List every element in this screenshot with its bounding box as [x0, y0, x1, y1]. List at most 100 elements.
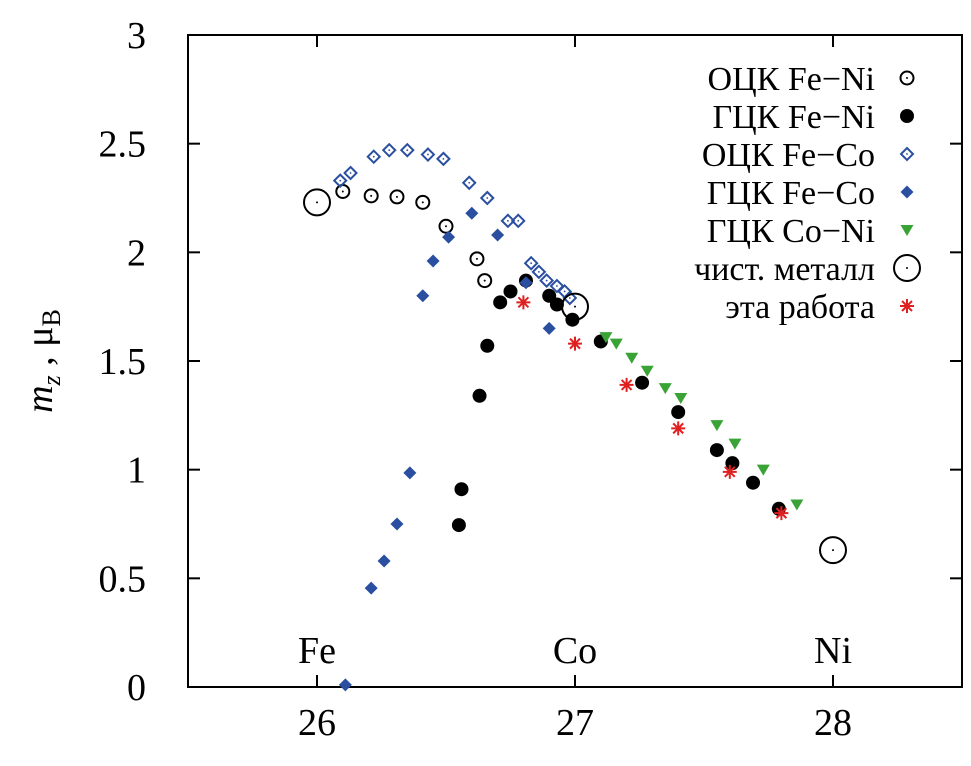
- data-point: [671, 421, 686, 436]
- data-point: [510, 213, 526, 229]
- data-point: [438, 218, 454, 234]
- data-point: [561, 292, 589, 321]
- data-point: [399, 142, 415, 158]
- data-point-dot: [483, 279, 486, 282]
- y-tick-label: 2.5: [99, 124, 147, 166]
- data-point: [722, 464, 737, 479]
- data-point: [461, 175, 477, 191]
- data-point: [479, 190, 495, 206]
- data-point: [549, 297, 564, 312]
- data-point: [472, 388, 487, 403]
- legend-marker: [893, 254, 921, 282]
- data-point: [709, 443, 724, 458]
- data-point-dot: [349, 172, 352, 174]
- legend-label: ГЦК Co−Ni: [707, 213, 875, 250]
- data-point: [363, 188, 379, 204]
- element-label: Ni: [814, 630, 852, 672]
- legend-marker: [900, 185, 914, 199]
- legend-marker-dot: [906, 77, 908, 79]
- x-tick-label: 28: [814, 702, 852, 744]
- data-point-dot: [507, 219, 509, 222]
- data-point: [625, 352, 639, 364]
- data-point: [599, 332, 613, 344]
- legend-label: ОЦК Fe−Co: [702, 137, 875, 174]
- legend-marker: [899, 146, 915, 162]
- data-point: [568, 336, 582, 351]
- data-point: [465, 206, 479, 220]
- data-point: [390, 517, 404, 531]
- y-tick-label: 1.5: [99, 341, 147, 383]
- y-tick-label: 3: [127, 15, 146, 57]
- data-point: [469, 251, 485, 267]
- data-point: [658, 383, 672, 395]
- data-point: [562, 290, 578, 306]
- data-point: [389, 189, 405, 205]
- data-point-dot: [556, 285, 558, 287]
- data-point: [477, 273, 493, 289]
- x-tick-label: 27: [556, 702, 594, 744]
- legend-marker: [900, 109, 914, 123]
- element-label: Co: [553, 630, 597, 672]
- data-point: [774, 506, 789, 521]
- y-tick-label: 0: [127, 667, 146, 709]
- data-point: [426, 254, 440, 268]
- legend-marker: [900, 299, 914, 313]
- series-5: [303, 188, 847, 565]
- data-point: [303, 188, 331, 217]
- data-point-dot: [370, 194, 373, 197]
- legend-marker-dot: [906, 153, 908, 155]
- series-2: [332, 142, 578, 306]
- data-point: [819, 536, 847, 565]
- data-point: [746, 475, 761, 490]
- data-point: [480, 338, 495, 353]
- data-point-dot: [372, 155, 375, 158]
- legend-label: чист. металл: [694, 251, 875, 288]
- data-point-dot: [832, 549, 834, 552]
- data-point-dot: [339, 179, 342, 182]
- data-point: [416, 289, 430, 303]
- data-point: [549, 278, 565, 294]
- data-point-dot: [388, 149, 391, 152]
- y-axis-label: mz , μB: [19, 309, 66, 413]
- data-point: [790, 499, 804, 511]
- data-point: [756, 464, 770, 476]
- data-point-dot: [475, 257, 478, 260]
- data-point: [493, 295, 508, 310]
- data-point: [366, 149, 382, 165]
- data-point-dot: [406, 149, 409, 152]
- data-point-dot: [395, 195, 398, 198]
- legend-marker-dot: [906, 267, 908, 269]
- data-point: [640, 365, 654, 377]
- data-point: [381, 142, 397, 158]
- data-point: [332, 173, 348, 189]
- legend-label: эта работа: [725, 289, 875, 326]
- data-point: [539, 273, 555, 289]
- data-point-dot: [316, 201, 318, 204]
- data-point: [436, 151, 451, 167]
- data-point-dot: [537, 270, 540, 273]
- data-point: [491, 228, 505, 242]
- legend-label: ГЦК Fe−Ni: [712, 99, 875, 136]
- data-point: [377, 554, 391, 568]
- y-tick-label: 0.5: [99, 558, 147, 600]
- data-point: [338, 678, 352, 692]
- data-point: [364, 581, 378, 595]
- data-point: [343, 165, 358, 181]
- legend-marker: [899, 70, 915, 86]
- data-point-dot: [517, 219, 520, 222]
- series-6: [516, 295, 789, 521]
- y-tick-label: 2: [127, 232, 146, 274]
- data-point: [500, 213, 516, 229]
- data-point: [728, 438, 742, 450]
- data-point: [531, 264, 547, 280]
- data-point-dot: [421, 201, 424, 204]
- data-point: [503, 284, 518, 299]
- data-point: [710, 420, 724, 432]
- data-point: [523, 255, 539, 271]
- data-point-dot: [568, 297, 571, 299]
- data-point-dot: [427, 153, 429, 156]
- y-tick-label: 1: [127, 450, 146, 492]
- data-point-dot: [468, 181, 471, 184]
- data-point-dot: [574, 305, 576, 308]
